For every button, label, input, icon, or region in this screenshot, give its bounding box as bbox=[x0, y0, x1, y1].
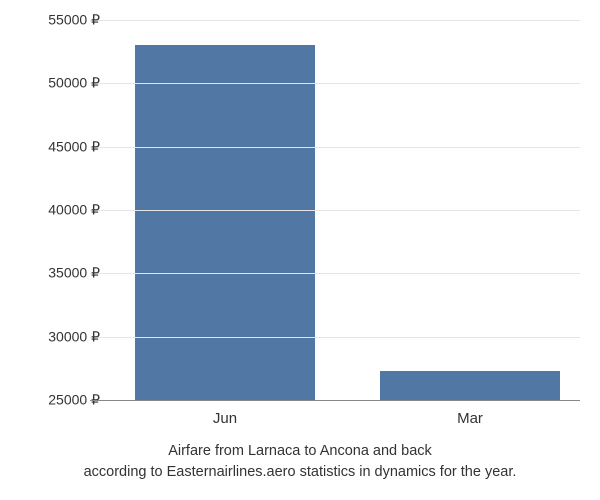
y-axis-tick-label: 45000 ₽ bbox=[48, 138, 100, 155]
grid-line bbox=[90, 20, 580, 21]
grid-line bbox=[90, 273, 580, 274]
y-axis-tick-label: 30000 ₽ bbox=[48, 328, 100, 345]
x-axis-tick-label: Mar bbox=[457, 410, 483, 427]
caption-line-2: according to Easternairlines.aero statis… bbox=[84, 464, 517, 480]
y-axis-tick-label: 40000 ₽ bbox=[48, 202, 100, 219]
grid-line bbox=[90, 147, 580, 148]
chart-caption: Airfare from Larnaca to Ancona and back … bbox=[0, 441, 600, 482]
y-axis-tick-label: 35000 ₽ bbox=[48, 265, 100, 282]
bar bbox=[135, 45, 315, 400]
grid-line bbox=[90, 210, 580, 211]
y-axis-tick-label: 50000 ₽ bbox=[48, 75, 100, 92]
x-axis-line bbox=[90, 400, 580, 401]
caption-line-1: Airfare from Larnaca to Ancona and back bbox=[168, 443, 432, 459]
airfare-bar-chart: Airfare from Larnaca to Ancona and back … bbox=[0, 0, 600, 500]
x-axis-tick-label: Jun bbox=[213, 410, 237, 427]
grid-line bbox=[90, 337, 580, 338]
grid-line bbox=[90, 83, 580, 84]
y-axis-tick-label: 55000 ₽ bbox=[48, 12, 100, 29]
bar bbox=[380, 371, 560, 400]
